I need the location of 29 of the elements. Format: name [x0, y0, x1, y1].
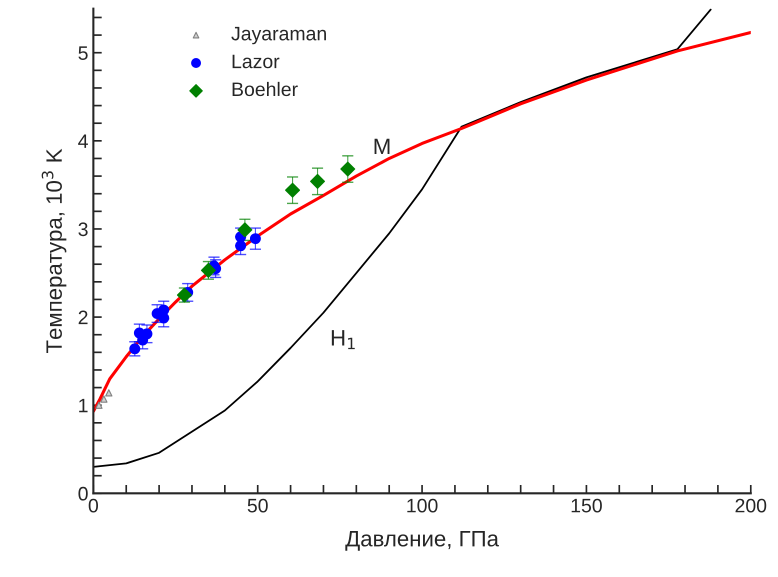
x-tick-label: 100	[407, 498, 438, 512]
point	[105, 389, 112, 397]
point	[100, 395, 108, 403]
legend-label: Boehler	[232, 82, 298, 96]
y-tick-label: 5	[78, 46, 88, 60]
point	[285, 182, 300, 198]
y-tick-label: 3	[78, 222, 88, 236]
x-tick-label: 200	[736, 498, 766, 512]
annotation: M	[374, 138, 390, 154]
legend-label: Jayaraman	[231, 26, 326, 44]
point	[158, 312, 170, 324]
point	[250, 233, 261, 244]
y-tick-label: 2	[78, 310, 88, 324]
line-series	[93, 8, 712, 468]
point	[237, 222, 252, 238]
x-tick-label: 150	[572, 498, 602, 512]
x-axis-title: Давление, ГПа	[345, 531, 499, 551]
y-axis-title: Температура, 10$^{3}$ K	[42, 148, 66, 354]
point	[340, 162, 356, 177]
y-tick-label: 1	[79, 398, 88, 412]
point	[95, 402, 103, 409]
point	[235, 240, 246, 252]
y-tick-label: 4	[78, 134, 88, 148]
point	[310, 174, 326, 189]
x-tick-label: 50	[248, 498, 268, 512]
x-tick-label: 0	[88, 498, 98, 512]
annotation: H$_{1}$	[332, 330, 355, 350]
y-tick-label: 0	[78, 486, 88, 501]
legend-label: Lazor	[232, 54, 280, 68]
